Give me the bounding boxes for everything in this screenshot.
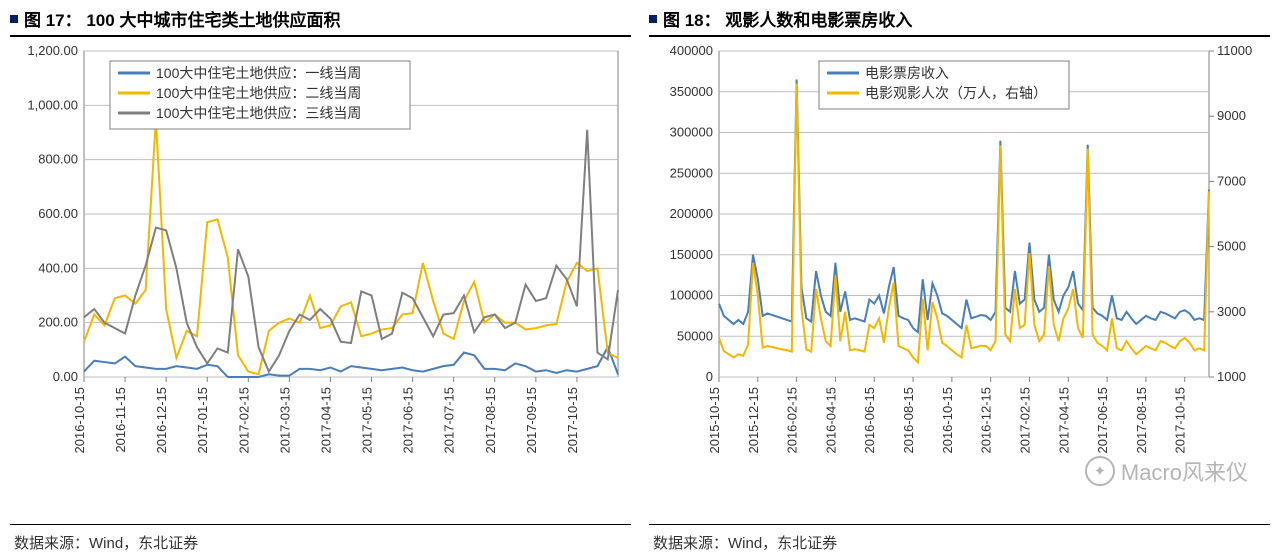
left-chart-title: 图 17： 100 大中城市住宅类土地供应面积 [24,6,340,31]
svg-text:800.00: 800.00 [38,152,78,167]
svg-text:2016-02-15: 2016-02-15 [785,387,800,454]
svg-text:2016-12-15: 2016-12-15 [979,387,994,454]
svg-text:0: 0 [706,369,713,384]
svg-text:400.00: 400.00 [38,260,78,275]
left-source: 数据来源：Wind，东北证券 [10,525,631,553]
svg-text:2016-04-15: 2016-04-15 [823,387,838,454]
svg-text:3000: 3000 [1217,304,1246,319]
left-title-row: 图 17： 100 大中城市住宅类土地供应面积 [10,6,631,37]
svg-text:2017-06-15: 2017-06-15 [401,387,416,454]
svg-text:250000: 250000 [670,165,713,180]
svg-text:2017-03-15: 2017-03-15 [277,387,292,454]
svg-text:200.00: 200.00 [38,315,78,330]
svg-text:2017-04-15: 2017-04-15 [1056,387,1071,454]
svg-text:400000: 400000 [670,43,713,58]
svg-text:100大中住宅土地供应：三线当周: 100大中住宅土地供应：三线当周 [156,105,361,121]
svg-text:1,200.00: 1,200.00 [27,43,78,58]
svg-text:2017-07-15: 2017-07-15 [442,387,457,454]
svg-text:0.00: 0.00 [53,369,78,384]
right-source: 数据来源：Wind，东北证券 [649,525,1270,553]
svg-text:100大中住宅土地供应：二线当周: 100大中住宅土地供应：二线当周 [156,85,361,101]
left-panel: 图 17： 100 大中城市住宅类土地供应面积 0.00 200.00 400.00… [10,6,631,553]
svg-text:2017-05-15: 2017-05-15 [360,387,375,454]
svg-text:2016-06-15: 2016-06-15 [862,387,877,454]
svg-text:2017-10-15: 2017-10-15 [1173,387,1188,454]
svg-text:600.00: 600.00 [38,206,78,221]
right-panel: 图 18： 观影人数和电影票房收入 0 50000 100000 150000 2000… [649,6,1270,553]
svg-text:5000: 5000 [1217,239,1246,254]
svg-text:2017-06-15: 2017-06-15 [1095,387,1110,454]
svg-text:2017-01-15: 2017-01-15 [195,387,210,454]
svg-text:2016-12-15: 2016-12-15 [154,387,169,454]
svg-text:2016-11-15: 2016-11-15 [113,387,128,453]
svg-text:1000: 1000 [1217,369,1246,384]
svg-text:9000: 9000 [1217,108,1246,123]
svg-text:300000: 300000 [670,125,713,140]
svg-text:100000: 100000 [670,288,713,303]
title-bullet [10,15,18,23]
right-chart-title: 图 18： 观影人数和电影票房收入 [663,6,912,31]
svg-text:50000: 50000 [677,328,713,343]
svg-text:100大中住宅土地供应：一线当周: 100大中住宅土地供应：一线当周 [156,65,361,81]
svg-text:2017-08-15: 2017-08-15 [483,387,498,454]
svg-text:2015-10-15: 2015-10-15 [707,387,722,454]
right-chart: 0 50000 100000 150000 200000 250000 300000 3500… [649,43,1270,520]
svg-text:2017-09-15: 2017-09-15 [524,387,539,454]
svg-text:2016-10-15: 2016-10-15 [940,387,955,454]
svg-text:7000: 7000 [1217,173,1246,188]
right-title-row: 图 18： 观影人数和电影票房收入 [649,6,1270,37]
svg-text:2016-10-15: 2016-10-15 [72,387,87,454]
svg-text:2017-02-15: 2017-02-15 [236,387,251,454]
svg-text:2017-02-15: 2017-02-15 [1017,387,1032,454]
svg-text:2017-04-15: 2017-04-15 [318,387,333,454]
title-bullet [649,15,657,23]
left-chart: 0.00 200.00 400.00 600.00 800.00 1,000.00 1,20… [10,43,631,520]
svg-text:2017-10-15: 2017-10-15 [565,387,580,454]
left-chart-svg: 0.00 200.00 400.00 600.00 800.00 1,000.00 1,20… [10,43,628,473]
svg-text:11000: 11000 [1217,43,1252,58]
svg-text:电影票房收入: 电影票房收入 [865,65,949,81]
svg-text:2015-12-15: 2015-12-15 [746,387,761,454]
svg-text:200000: 200000 [670,206,713,221]
svg-text:150000: 150000 [670,247,713,262]
svg-text:1,000.00: 1,000.00 [27,97,78,112]
svg-text:电影观影人次（万人，右轴）: 电影观影人次（万人，右轴） [865,85,1047,101]
svg-text:2017-08-15: 2017-08-15 [1134,387,1149,454]
svg-text:2016-08-15: 2016-08-15 [901,387,916,454]
svg-text:350000: 350000 [670,84,713,99]
right-chart-svg: 0 50000 100000 150000 200000 250000 300000 3500… [649,43,1267,473]
